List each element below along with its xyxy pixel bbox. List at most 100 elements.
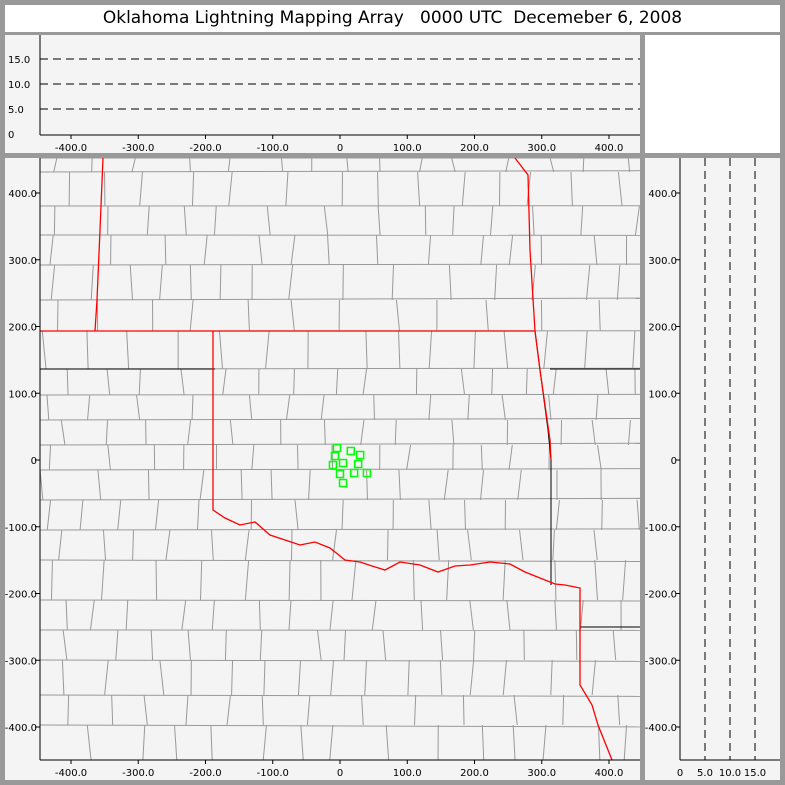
county-line [247,299,250,332]
lightning-source [353,459,363,469]
y-tick-label: 15.0 [8,55,30,66]
y-tick-label: 200.0 [8,323,37,334]
county-line [40,170,640,173]
x-tick-label: 200.0 [460,768,489,779]
county-line [40,497,640,501]
county-line [49,234,54,266]
county-line [461,171,466,207]
lightning-source [346,446,356,456]
county-line [306,694,311,726]
county-line [548,394,552,421]
county-line [90,264,94,301]
y-tick-label: -300.0 [645,656,677,667]
x-tick-label: 0 [677,768,683,779]
county-line [481,724,485,760]
county-line [294,499,299,531]
county-line [40,599,640,602]
county-line [593,529,598,561]
county-line [584,330,588,370]
x-tick-label: 100.0 [393,768,422,779]
county-line [446,559,450,601]
county-line [506,599,511,631]
ns-altitude-panel [645,158,780,780]
county-line [50,264,56,301]
county-line [248,394,253,421]
county-line [479,469,485,501]
county-line [290,299,295,332]
county-line [102,529,107,561]
county-line [293,368,295,396]
county-line [104,659,109,696]
state-border [514,158,552,461]
county-line [219,264,222,301]
y-tick-label: 0 [671,456,677,467]
county-line [65,599,68,631]
x-tick-label: 5.0 [697,768,713,779]
x-tick-label: 300.0 [527,768,556,779]
county-line [467,394,470,421]
county-line [228,171,233,207]
county-line [106,368,111,396]
county-line [582,158,585,173]
county-line [440,629,444,661]
county-line [634,205,640,236]
county-line [617,694,621,726]
county-line [288,599,292,631]
y-tick-label: -200.0 [5,590,37,601]
lightning-source [330,451,340,461]
county-line [428,499,432,531]
county-line [320,394,325,421]
county-line [361,694,364,726]
county-line [62,629,68,661]
county-line [138,368,141,396]
county-line [323,419,326,446]
county-line [165,529,171,561]
county-line [126,330,130,370]
y-tick-label: 100.0 [648,389,677,400]
county-line [191,394,194,421]
county-line [300,724,304,760]
county-line [464,499,466,531]
county-line [451,419,455,446]
county-line [503,330,509,370]
county-line [101,559,105,601]
county-line [502,659,507,696]
county-line [86,724,92,760]
county-line [428,330,433,370]
county-line [261,694,264,726]
county-line [562,694,565,726]
county-line [605,368,610,396]
county-line [554,559,557,601]
county-line [427,234,432,266]
county-line [346,158,349,173]
empty-corner-panel [645,35,780,153]
county-line [40,393,640,396]
county-line [601,499,603,531]
y-tick-label: 200.0 [648,323,677,334]
county-line [329,599,334,631]
county-line [187,629,191,661]
y-tick-label: -200.0 [645,590,677,601]
county-line [580,205,584,236]
county-line [494,264,498,301]
county-line [224,629,227,661]
county-line [285,394,291,421]
county-line [196,499,200,531]
county-line [155,559,158,601]
county-line [142,724,146,760]
x-tick-label: 100.0 [393,143,422,154]
county-line [288,264,294,301]
county-line [525,368,528,396]
county-line [89,599,95,631]
county-line [115,629,119,661]
county-line [48,444,52,471]
y-tick-label: 0 [8,130,14,141]
county-line [87,394,91,421]
county-line [549,158,555,173]
county-line [351,559,357,601]
county-line [189,299,194,332]
county-line [258,599,261,631]
county-line [517,469,522,501]
county-line [244,529,250,561]
county-line [290,234,296,266]
